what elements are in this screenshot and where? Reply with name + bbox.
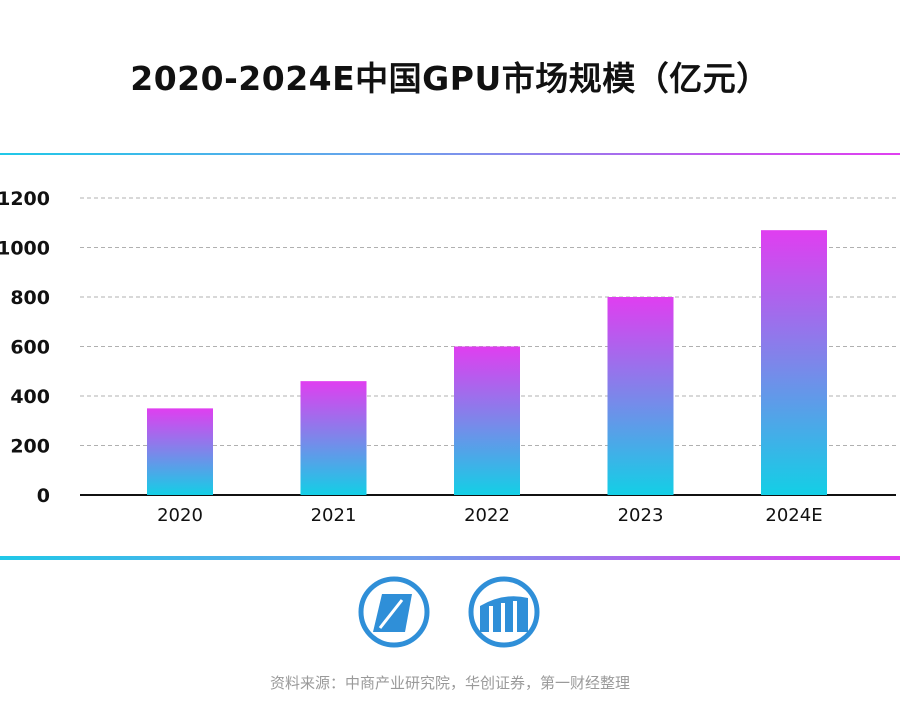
y-tick-label: 1200 bbox=[0, 188, 50, 210]
y-tick-label: 1000 bbox=[0, 238, 50, 260]
x-tick-label: 2020 bbox=[157, 505, 203, 526]
y-tick-label: 800 bbox=[10, 287, 50, 309]
x-tick-label: 2023 bbox=[618, 505, 664, 526]
bar-2020 bbox=[147, 408, 213, 495]
x-tick-label: 2022 bbox=[464, 505, 510, 526]
x-tick-label: 2024E bbox=[765, 505, 822, 526]
bar-columns-logo-icon bbox=[468, 576, 540, 648]
y-tick-label: 400 bbox=[10, 386, 50, 408]
bar-2023 bbox=[607, 297, 674, 495]
bar-2021 bbox=[300, 381, 367, 495]
bottom-gradient-divider bbox=[0, 556, 900, 560]
source-note: 资料来源：中商产业研究院，华创证券，第一财经整理 bbox=[269, 674, 630, 692]
top-gradient-divider bbox=[0, 153, 900, 155]
chart-title: 2020-2024E中国GPU市场规模（亿元） bbox=[130, 59, 770, 98]
book-logo-icon bbox=[358, 576, 430, 648]
bar-2022 bbox=[454, 346, 520, 495]
y-tick-label: 200 bbox=[10, 436, 50, 458]
y-tick-label: 0 bbox=[37, 485, 50, 507]
y-tick-label: 600 bbox=[10, 337, 50, 359]
source-logos bbox=[358, 576, 540, 648]
bar-chart: 0 200 400 600 800 1000 1200 2020 2021 2022 2023 202… bbox=[0, 188, 896, 526]
bar-2024E bbox=[761, 230, 827, 496]
x-tick-label: 2021 bbox=[311, 505, 357, 526]
